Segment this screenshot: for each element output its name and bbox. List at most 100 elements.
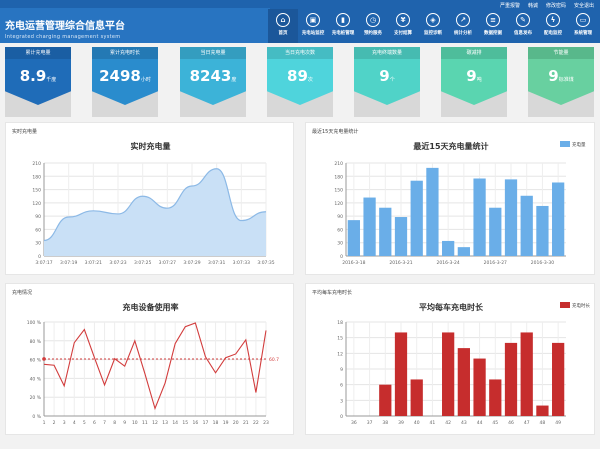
y-tick-label: 0 bbox=[340, 414, 343, 420]
app-subtitle: Integrated charging management system bbox=[5, 34, 121, 40]
x-tick-label: 18 bbox=[213, 420, 219, 426]
logout-link[interactable]: 安全退出 bbox=[573, 3, 594, 9]
nav-item[interactable]: ↗ 统计分析 bbox=[448, 9, 478, 43]
nav-item[interactable]: ϟ 配电监控 bbox=[538, 9, 568, 43]
x-tick-label: 2016-3-30 bbox=[531, 260, 554, 266]
diagnose-icon: ◈ bbox=[426, 13, 440, 27]
y-tick-label: 30 bbox=[35, 241, 41, 247]
x-tick-label: 1 bbox=[43, 420, 46, 426]
stat-card: 当日充电量 8243度 bbox=[180, 47, 246, 117]
user-link[interactable]: 韩诚 bbox=[527, 3, 538, 9]
x-tick-label: 36 bbox=[351, 420, 357, 426]
x-tick-label: 41 bbox=[430, 420, 436, 426]
y-tick-label: 120 bbox=[334, 201, 343, 207]
y-tick-label: 0 % bbox=[32, 414, 41, 420]
bar bbox=[552, 342, 565, 416]
average-label: 60.7 bbox=[269, 357, 279, 363]
y-tick-label: 40 % bbox=[30, 376, 42, 382]
x-tick-label: 42 bbox=[445, 420, 451, 426]
stat-value-area: 8.9千度 bbox=[5, 59, 71, 105]
x-tick-label: 3:07:19 bbox=[60, 260, 77, 266]
header: 充电运营管理综合信息平台 Integrated charging managem… bbox=[0, 0, 600, 43]
stat-unit: 次 bbox=[307, 77, 313, 83]
nav-item[interactable]: ▭ 系统管理 bbox=[568, 9, 598, 43]
nav-label: 信息发布 bbox=[514, 31, 532, 36]
bar bbox=[489, 207, 502, 256]
x-tick-label: 43 bbox=[461, 420, 467, 426]
y-tick-label: 180 bbox=[334, 174, 343, 180]
stat-unit: 度 bbox=[231, 77, 237, 83]
app-title: 充电运营管理综合信息平台 bbox=[5, 21, 125, 32]
x-tick-label: 21 bbox=[243, 420, 249, 426]
bar bbox=[489, 379, 502, 416]
x-tick-label: 12 bbox=[152, 420, 158, 426]
stat-value: 2498 bbox=[99, 67, 141, 85]
nav-item[interactable]: ✎ 信息发布 bbox=[508, 9, 538, 43]
bar bbox=[442, 332, 455, 416]
x-tick-label: 10 bbox=[132, 420, 138, 426]
clock-icon: ◷ bbox=[366, 13, 380, 27]
y-tick-label: 30 bbox=[337, 241, 343, 247]
y-tick-label: 0 bbox=[38, 254, 41, 260]
x-tick-label: 4 bbox=[73, 420, 76, 426]
bar bbox=[457, 348, 470, 416]
nav-item[interactable]: ◷ 预约服务 bbox=[358, 9, 388, 43]
x-tick-label: 2 bbox=[53, 420, 56, 426]
nav-item[interactable]: ▣ 充电站监控 bbox=[298, 9, 328, 43]
stat-value: 89 bbox=[287, 67, 308, 85]
x-tick-label: 47 bbox=[524, 420, 530, 426]
bar bbox=[520, 195, 533, 256]
bar bbox=[410, 379, 423, 416]
x-tick-label: 3:07:29 bbox=[183, 260, 200, 266]
nav-item[interactable]: ◈ 监控诊断 bbox=[418, 9, 448, 43]
y-tick-label: 60 bbox=[337, 227, 343, 233]
y-tick-label: 180 bbox=[32, 174, 41, 180]
nav-item[interactable]: ≡ 数据挖掘 bbox=[478, 9, 508, 43]
y-tick-label: 15 bbox=[337, 336, 343, 342]
legend-label: 充电量 bbox=[572, 141, 586, 148]
stat-value-area: 2498小时 bbox=[92, 59, 158, 105]
nav-item[interactable]: ⌂ 首页 bbox=[268, 9, 298, 43]
bar bbox=[410, 180, 423, 256]
y-tick-label: 150 bbox=[334, 188, 343, 194]
panel-title: 平均每车充电时长 bbox=[312, 290, 353, 296]
alarm-link[interactable]: 严重报警 bbox=[499, 3, 520, 9]
y-tick-label: 9 bbox=[340, 367, 343, 373]
x-tick-label: 3:07:17 bbox=[35, 260, 52, 266]
stat-value-area: 9个 bbox=[354, 59, 420, 105]
x-tick-label: 3:07:23 bbox=[109, 260, 126, 266]
nav-label: 监控诊断 bbox=[424, 31, 442, 36]
x-tick-label: 3:07:35 bbox=[257, 260, 274, 266]
nav-item[interactable]: ▮ 充电桩管理 bbox=[328, 9, 358, 43]
x-tick-label: 22 bbox=[253, 420, 259, 426]
bar bbox=[442, 240, 455, 256]
average-marker bbox=[42, 357, 46, 361]
panel-title: 充电情况 bbox=[12, 290, 33, 296]
y-tick-label: 60 % bbox=[30, 358, 42, 364]
change-password-link[interactable]: 修改密码 bbox=[545, 3, 566, 9]
nav-item[interactable]: ¥ 支付结算 bbox=[388, 9, 418, 43]
y-tick-label: 90 bbox=[337, 214, 343, 220]
x-tick-label: 17 bbox=[203, 420, 209, 426]
stat-unit: 吨 bbox=[476, 77, 482, 83]
x-tick-label: 3:07:33 bbox=[233, 260, 250, 266]
x-tick-label: 48 bbox=[540, 420, 546, 426]
stat-card: 当日充电次数 89次 bbox=[267, 47, 333, 117]
x-tick-label: 23 bbox=[263, 420, 269, 426]
bolt-icon: ϟ bbox=[546, 13, 560, 27]
stat-card: 累计充电量 8.9千度 bbox=[5, 47, 71, 117]
bar bbox=[504, 179, 518, 256]
x-tick-label: 16 bbox=[192, 420, 198, 426]
chart-title: 实时充电量 bbox=[131, 141, 171, 151]
panel-15days: 最近15天充电量统计 最近15天充电量统计 0 30 60 90 120 150 180 210 2… bbox=[305, 122, 595, 275]
stat-card: 碳减排 9吨 bbox=[441, 47, 507, 117]
chart-title: 最近15天充电量统计 bbox=[413, 141, 488, 151]
y-tick-label: 80 % bbox=[30, 339, 42, 345]
x-tick-label: 15 bbox=[182, 420, 188, 426]
panel-realtime: 实时充电量 实时充电量 0 30 60 90 120 150 180 210 3:07:17 3:07… bbox=[5, 122, 294, 275]
bar bbox=[473, 358, 486, 416]
nav-label: 配电监控 bbox=[544, 31, 562, 36]
stat-label: 累计充电量 bbox=[5, 47, 71, 59]
